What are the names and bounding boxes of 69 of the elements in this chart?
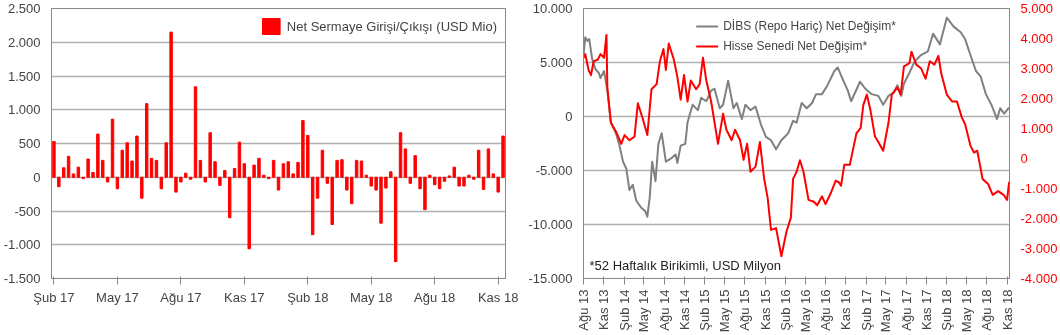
bar [281,163,286,178]
y2-tick-label: 3.000 [1020,61,1054,76]
x-tick-label: May 16 [797,289,813,333]
x-tick-label: Kas 17 [918,289,934,330]
x-tick-label: May 18 [349,289,393,305]
x-tick-label: Şub 18 [939,289,955,331]
y-tick-label: -10.000 [528,217,573,232]
x-tick-label: Ağu 13 [576,289,591,331]
bar [486,148,491,178]
bar [432,176,437,186]
x-tick-label: May 14 [636,289,652,333]
y-tick-label: -1.000 [3,237,41,253]
legend-label: Net Sermaye Girişi/Çıkışı (USD Mio) [286,18,497,34]
y2-tick-label: -4.000 [1020,271,1058,286]
y2-tick-label: 5.000 [1020,1,1054,16]
x-tick-label: Şub 18 [287,289,329,305]
y2-tick-label: 0 [1020,151,1028,166]
x-tick-label: May 17 [878,289,894,333]
y-tick-label: 500 [18,136,41,151]
legend-label: Hisse Senedi Net Değişim* [723,39,868,53]
x-tick-label: Ağu 18 [979,289,995,331]
bar [310,176,315,236]
x-tick-label: Şub 16 [777,289,793,331]
x-tick-label: Ağu 17 [898,289,914,331]
x-tick-label: Ağu 16 [818,289,834,331]
y-tick-label: 1.000 [7,102,41,118]
bar [76,166,81,178]
x-tick-label: Şub 17 [33,289,75,305]
x-tick-label: Şub 14 [616,289,632,331]
bar [476,149,481,178]
y2-tick-label: 1.000 [1020,121,1054,136]
line-series [583,33,1010,258]
y-tick-label: 0 [33,169,41,185]
y-tick-label: -5.000 [535,163,573,178]
x-tick-label: Kas 15 [757,289,773,330]
y2-tick-label: -3.000 [1020,241,1058,256]
y-tick-label: 0 [565,109,573,124]
y-tick-label: -500 [14,203,41,219]
x-tick-label: Ağu 14 [656,289,672,331]
y-tick-label: 2.000 [7,34,41,50]
y-tick-label: -1.500 [3,271,41,286]
x-tick-label: May 15 [716,289,732,333]
x-tick-label: Kas 13 [596,289,612,330]
annotation: *52 Haftalık Birikimli, USD Milyon [589,257,781,273]
x-tick-label: May 17 [96,289,139,305]
bar [188,176,193,180]
x-tick-label: Ağu 17 [160,289,202,305]
x-tick-label: Kas 14 [676,289,692,330]
x-tick-label: Kas 18 [477,289,519,305]
y2-tick-label: 2.000 [1020,91,1054,106]
x-tick-label: Kas 17 [224,289,265,305]
bar [359,160,364,178]
y-tick-label: -15.000 [528,271,573,286]
y2-tick-label: -2.000 [1020,211,1058,226]
x-tick-label: May 18 [958,289,974,333]
bar [442,176,447,182]
x-tick-label: Ağu 15 [737,289,753,331]
x-tick-label: Ağu 18 [414,289,456,305]
x-tick-label: Şub 15 [697,289,713,331]
y-tick-label: 10.000 [532,1,573,16]
y2-tick-label: -1.000 [1020,181,1058,196]
y-tick-label: 2.500 [7,1,41,16]
x-tick-label: Kas 18 [999,289,1015,330]
legend-label: DİBS (Repo Hariç) Net Değişim* [723,19,896,33]
y2-tick-label: 4.000 [1020,31,1054,46]
x-tick-label: Şub 17 [858,289,874,331]
y-tick-label: 1.500 [7,68,41,84]
x-tick-label: Kas 16 [838,289,854,330]
y-tick-label: 5.000 [539,55,573,70]
